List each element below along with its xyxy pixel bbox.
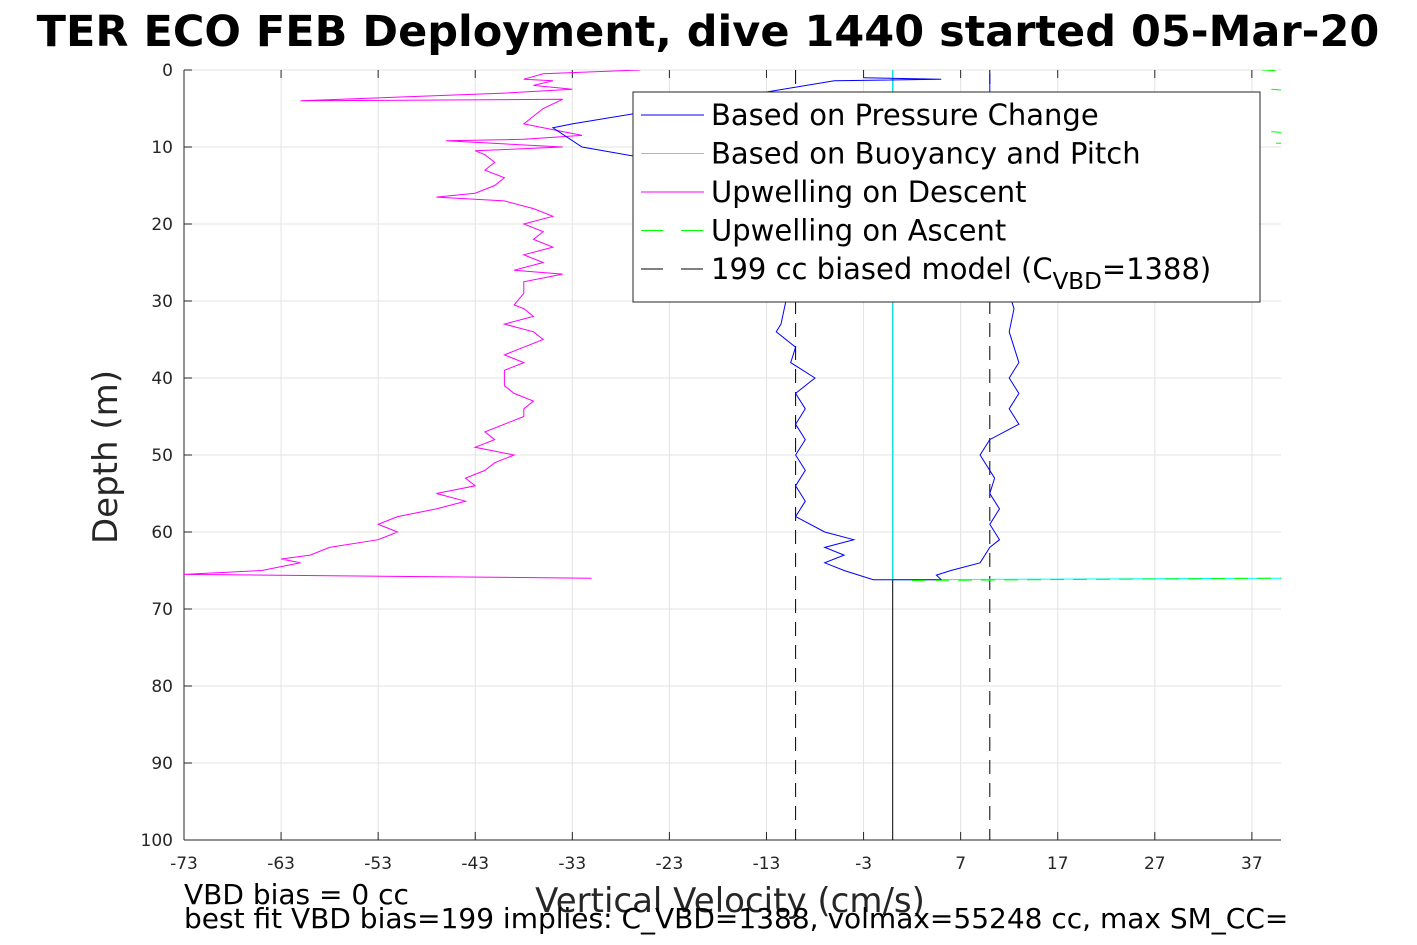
y-tick-label: 40 [151, 369, 173, 389]
legend-label: Based on Pressure Change [711, 98, 1099, 132]
y-axis-label: Depth (m) [86, 370, 126, 544]
y-tick-labels: 0 10 20 30 40 50 60 70 80 90 100 [141, 61, 173, 851]
chart-title: TER ECO FEB Deployment, dive 1440 starte… [37, 7, 1380, 57]
y-tick-label: 80 [151, 677, 173, 697]
x-tick-label: -23 [656, 854, 684, 874]
legend: Based on Pressure Change Based on Buoyanc… [632, 91, 1261, 303]
x-tick-labels: -73 -63 -53 -43 -33 -23 -13 -3 7 17 27 37 [170, 854, 1263, 874]
legend-label: Upwelling on Descent [711, 175, 1027, 209]
legend-box [632, 91, 1261, 303]
legend-label: 199 cc biased model (CVBD=1388) [711, 252, 1211, 295]
x-tick-label: 17 [1047, 854, 1069, 874]
y-tick-label: 100 [141, 831, 173, 851]
x-tick-label: -3 [855, 854, 872, 874]
x-tick-label: -33 [558, 854, 586, 874]
y-tick-label: 0 [162, 61, 173, 81]
x-tick-label: 37 [1241, 854, 1263, 874]
axes [183, 69, 1281, 841]
y-tick-label: 10 [151, 138, 173, 158]
y-tick-label: 50 [151, 446, 173, 466]
x-tick-label: -13 [753, 854, 781, 874]
x-tick-label: -73 [170, 854, 198, 874]
x-tick-label: 7 [955, 854, 966, 874]
x-tick-label: -43 [461, 854, 489, 874]
y-tick-label: 70 [151, 600, 173, 620]
series-upwelling-on-ascent [912, 70, 1281, 581]
x-axis-label: Vertical Velocity (cm/s) [535, 881, 925, 921]
y-tick-label: 90 [151, 754, 173, 774]
x-tick-label: -63 [267, 854, 295, 874]
y-tick-label: 60 [151, 523, 173, 543]
x-tick-label: -53 [364, 854, 392, 874]
legend-label: Based on Buoyancy and Pitch [711, 137, 1141, 171]
legend-label: Upwelling on Ascent [711, 214, 1006, 248]
y-tick-label: 20 [151, 215, 173, 235]
vbd-bias-note: VBD bias = 0 cc [184, 878, 409, 911]
best-fit-note: best fit VBD bias=199 implies: C_VBD=138… [184, 902, 1288, 935]
series-upwelling-on-descent [184, 70, 641, 579]
y-tick-label: 30 [151, 292, 173, 312]
x-tick-label: 27 [1144, 854, 1166, 874]
